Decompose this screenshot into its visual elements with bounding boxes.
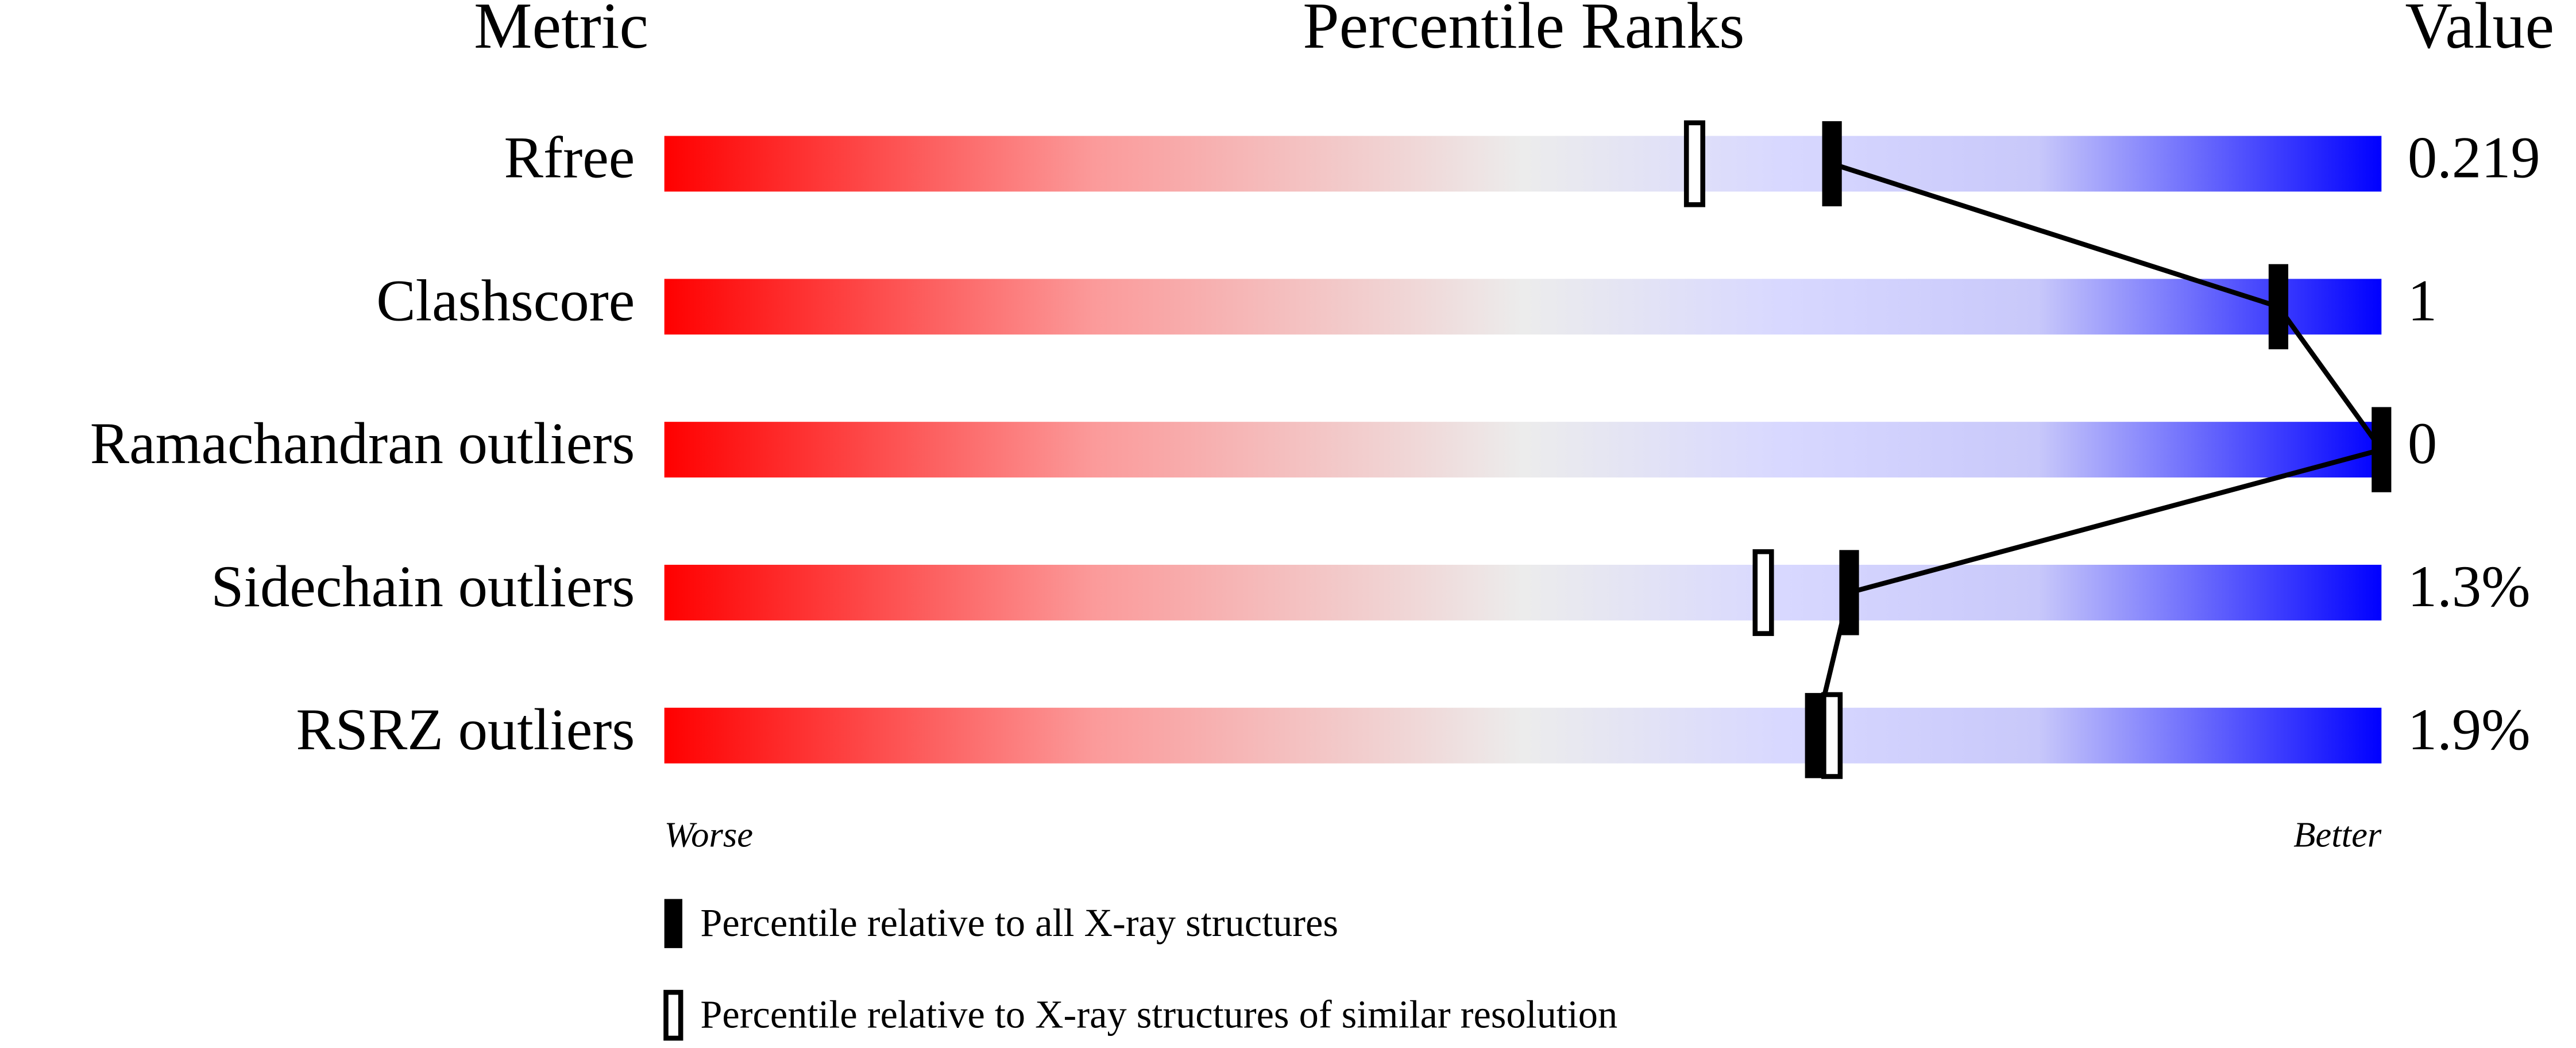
metric-label: Ramachandran outliers — [90, 411, 635, 476]
metric-label: Clashscore — [376, 268, 635, 333]
percentile-bar — [664, 279, 2382, 335]
similar-marker — [1683, 120, 1705, 207]
percentile-bar — [664, 707, 2382, 764]
value-header: Value — [2405, 0, 2555, 62]
better-label: Better — [2293, 815, 2382, 855]
similar-marker — [1752, 549, 1774, 636]
ranks-header: Percentile Ranks — [1303, 0, 1744, 62]
metric-value: 1.9% — [2408, 698, 2531, 762]
worse-label: Worse — [665, 815, 753, 855]
percentile-bar — [664, 564, 2382, 621]
percentile-bar — [664, 422, 2382, 478]
metric-value: 0 — [2408, 411, 2437, 476]
metric-value: 1 — [2408, 268, 2437, 333]
all-marker — [1839, 550, 1859, 635]
metric-label: Rfree — [504, 126, 635, 191]
legend-label: Percentile relative to X-ray structures … — [700, 992, 1617, 1036]
all-marker — [1822, 121, 1842, 207]
metric-value: 1.3% — [2408, 554, 2531, 619]
all-marker — [2268, 264, 2289, 349]
legend-swatch — [663, 989, 683, 1041]
similar-marker — [1821, 692, 1843, 779]
metric-label: RSRZ outliers — [296, 698, 635, 762]
legend-swatch — [664, 899, 683, 949]
metric-header: Metric — [474, 0, 648, 62]
all-marker — [2372, 407, 2392, 492]
metric-value: 0.219 — [2408, 126, 2540, 191]
percentile-bar — [664, 136, 2382, 192]
all-marker — [1805, 693, 1825, 779]
legend-label: Percentile relative to all X-ray structu… — [700, 901, 1338, 945]
metric-label: Sidechain outliers — [211, 554, 635, 619]
